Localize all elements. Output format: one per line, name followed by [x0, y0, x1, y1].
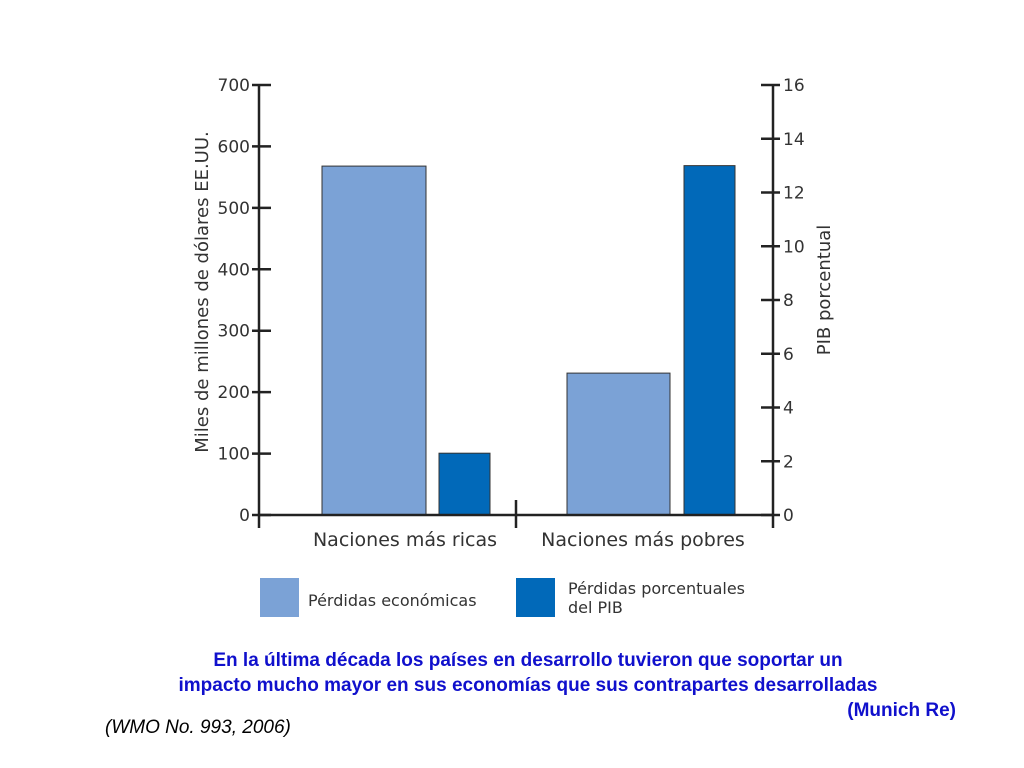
left-tick-label: 100 — [218, 445, 250, 465]
bar-perdidas-economicas-1 — [321, 165, 427, 516]
y-axis-left-label: Miles de millones de dólares EE.UU. — [192, 131, 213, 452]
bar-chart: 0 100 200 300 400 500 600 700 0 2 4 6 8 10 12 14 16 Nac… — [192, 76, 835, 617]
left-tick-label: 200 — [218, 383, 250, 403]
right-axis: 0 2 4 6 8 10 12 14 16 — [761, 76, 805, 528]
right-tick-label: 12 — [783, 184, 805, 204]
y-axis-right-label: PIB porcentual — [814, 225, 835, 356]
right-tick-label: 14 — [783, 130, 805, 150]
bars — [321, 165, 736, 516]
right-tick-label: 4 — [783, 399, 794, 419]
left-tick-label: 700 — [218, 76, 250, 96]
right-tick-label: 0 — [783, 506, 794, 526]
x-axis — [259, 500, 773, 528]
right-tick-label: 10 — [783, 237, 805, 257]
legend-swatch — [260, 578, 299, 617]
caption-source: (Munich Re) — [847, 700, 956, 721]
category-label: Naciones más pobres — [541, 529, 745, 551]
legend-label: Pérdidas económicas — [308, 591, 477, 610]
caption-line-1: En la última década los países en desarr… — [213, 650, 843, 671]
right-tick-label: 8 — [783, 291, 794, 311]
bar-perdidas-pib-1 — [438, 452, 491, 516]
legend: Pérdidas económicas Pérdidas porcentuales… — [260, 578, 745, 617]
left-tick-label: 400 — [218, 260, 250, 280]
left-tick-label: 500 — [218, 199, 250, 219]
legend-swatch — [516, 578, 555, 617]
right-tick-label: 6 — [783, 345, 794, 365]
right-tick-label: 2 — [783, 452, 794, 472]
citation: (WMO No. 993, 2006) — [105, 717, 291, 738]
left-tick-label: 600 — [218, 137, 250, 157]
bar-perdidas-pib-2 — [683, 165, 736, 516]
left-tick-label: 0 — [239, 506, 250, 526]
legend-label: Pérdidas porcentuales — [568, 579, 745, 598]
legend-label: del PIB — [568, 598, 623, 617]
caption: En la última década los países en desarr… — [100, 648, 956, 723]
category-labels: Naciones más ricas Naciones más pobres — [313, 529, 745, 551]
left-axis: 0 100 200 300 400 500 600 700 — [218, 76, 271, 528]
bar-perdidas-economicas-2 — [566, 372, 671, 516]
right-tick-label: 16 — [783, 76, 805, 96]
category-label: Naciones más ricas — [313, 529, 497, 551]
left-tick-label: 300 — [218, 322, 250, 342]
caption-line-2: impacto mucho mayor en sus economías que… — [178, 675, 878, 696]
